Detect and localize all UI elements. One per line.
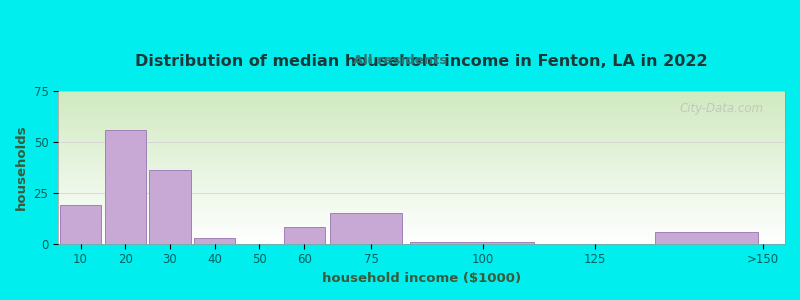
Bar <box>410 242 534 244</box>
Bar <box>105 130 146 244</box>
Bar <box>194 238 235 244</box>
Y-axis label: households: households <box>15 124 28 210</box>
Text: All residents: All residents <box>353 54 447 67</box>
Bar <box>655 232 758 244</box>
X-axis label: household income ($1000): household income ($1000) <box>322 272 521 285</box>
Bar <box>150 170 190 244</box>
Bar <box>283 227 325 244</box>
Text: City-Data.com: City-Data.com <box>679 102 763 115</box>
Title: Distribution of median household income in Fenton, LA in 2022: Distribution of median household income … <box>135 54 708 69</box>
Bar <box>60 205 101 244</box>
Bar <box>330 213 402 244</box>
